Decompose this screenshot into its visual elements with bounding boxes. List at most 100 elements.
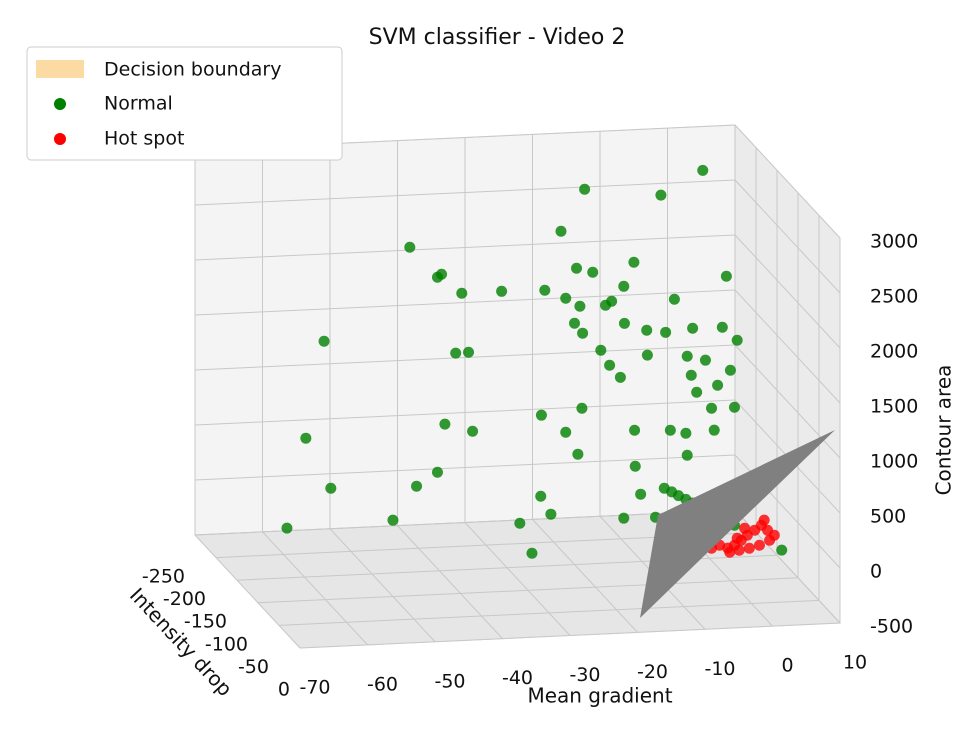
y-tick-label: -50 xyxy=(238,656,269,678)
point xyxy=(496,285,508,297)
point xyxy=(629,424,641,436)
point xyxy=(753,539,765,551)
point xyxy=(450,347,462,359)
point xyxy=(712,379,724,391)
tick-labels: -70 -60 -50 -40 -30 -20 -10 0 10-250-200-150-100… xyxy=(142,231,918,701)
grid-line xyxy=(262,531,368,646)
point xyxy=(467,425,479,437)
grid-line xyxy=(734,179,841,294)
x-tick-label: -30 xyxy=(569,664,600,686)
z-axis-label: Contour area xyxy=(932,365,956,496)
point xyxy=(560,426,572,438)
point xyxy=(439,418,451,430)
x-tick-label: -50 xyxy=(434,670,465,692)
grid xyxy=(194,124,841,649)
y-tick-label: -100 xyxy=(205,633,248,655)
point xyxy=(431,466,443,478)
point xyxy=(577,327,589,339)
grid-line xyxy=(257,577,799,604)
z-tick-label: 2000 xyxy=(870,341,918,363)
legend-box xyxy=(26,46,343,161)
grid-line xyxy=(734,124,841,239)
y-tick-label: -150 xyxy=(184,611,227,633)
point xyxy=(614,371,626,383)
point xyxy=(456,287,468,299)
grid-line xyxy=(194,534,301,649)
point xyxy=(595,344,607,356)
x-tick-label: -60 xyxy=(367,673,398,695)
point xyxy=(664,424,676,436)
point xyxy=(733,544,745,556)
point xyxy=(574,300,586,312)
grid-line xyxy=(464,522,571,636)
point xyxy=(697,164,709,176)
point xyxy=(514,517,526,529)
legend-label: Decision boundary xyxy=(104,59,281,81)
z-tick-label: -500 xyxy=(870,616,913,638)
point xyxy=(739,522,751,534)
point xyxy=(281,522,293,534)
point xyxy=(576,402,588,414)
point xyxy=(411,480,423,492)
x-tick-label: 10 xyxy=(843,652,867,674)
point xyxy=(768,529,780,541)
point xyxy=(655,189,667,201)
point xyxy=(628,256,640,268)
y-tick-label: 0 xyxy=(278,679,290,701)
x-tick-label: -10 xyxy=(704,658,735,680)
point xyxy=(463,346,475,358)
point xyxy=(539,284,551,296)
x-tick-label: -70 xyxy=(299,677,330,699)
point xyxy=(606,295,618,307)
point xyxy=(716,321,728,333)
point xyxy=(706,402,718,414)
grid-line xyxy=(329,528,436,643)
grid-line xyxy=(734,234,841,349)
point xyxy=(526,547,538,559)
point xyxy=(691,386,703,398)
grid-line xyxy=(734,289,841,404)
z-tick-label: 1500 xyxy=(870,396,918,418)
point xyxy=(618,280,630,292)
point xyxy=(699,354,711,366)
grid-line xyxy=(532,519,638,633)
point xyxy=(404,241,416,253)
point xyxy=(535,490,547,502)
point xyxy=(604,359,616,371)
point xyxy=(579,183,591,195)
point xyxy=(629,460,641,472)
point xyxy=(724,364,736,376)
point xyxy=(731,532,743,544)
point xyxy=(758,514,770,526)
point xyxy=(743,542,755,554)
x-tick-label: -40 xyxy=(502,667,533,689)
point xyxy=(731,334,743,346)
grid-line xyxy=(397,525,503,639)
point xyxy=(687,322,699,334)
grid-line xyxy=(278,599,820,626)
point xyxy=(545,508,557,520)
legend-label: Hot spot xyxy=(104,128,184,150)
grid-line xyxy=(299,622,841,649)
z-tick-label: 500 xyxy=(870,506,906,528)
z-tick-label: 2500 xyxy=(870,286,918,308)
point xyxy=(720,270,732,282)
point xyxy=(641,324,653,336)
legend-label: Normal xyxy=(104,93,173,115)
point xyxy=(387,514,399,526)
point xyxy=(300,432,312,444)
z-tick-label: 3000 xyxy=(870,231,918,253)
point xyxy=(681,449,693,461)
legend-patch xyxy=(36,60,84,78)
legend-marker xyxy=(54,133,66,145)
point xyxy=(555,225,567,237)
x-tick-label: 0 xyxy=(781,655,793,677)
grid-line xyxy=(194,289,736,316)
grid-line xyxy=(194,399,736,426)
point xyxy=(728,401,740,413)
grid-line xyxy=(194,454,736,481)
point xyxy=(685,369,697,381)
point xyxy=(571,262,583,274)
point xyxy=(618,512,630,524)
